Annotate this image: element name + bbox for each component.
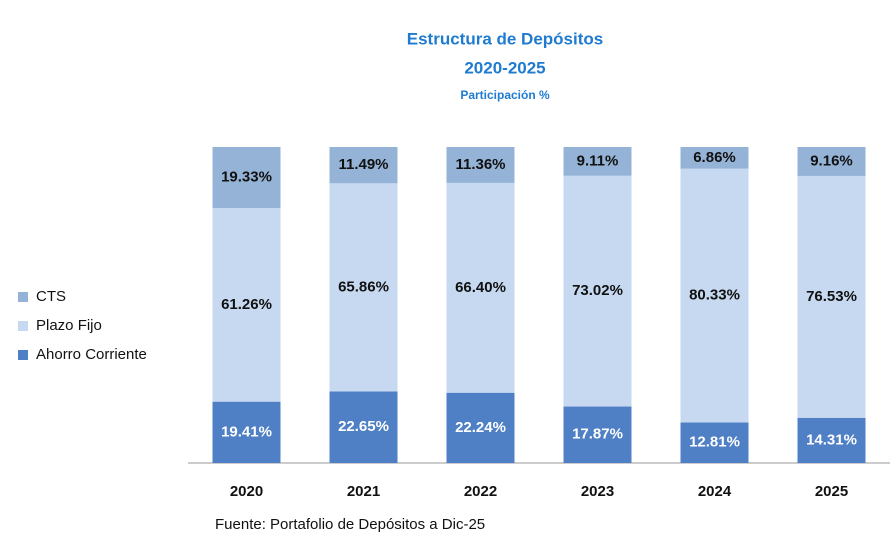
value-label: 61.26% <box>221 296 272 313</box>
x-tick-label: 2021 <box>347 483 380 500</box>
legend-label: CTS <box>36 288 66 305</box>
value-label: 12.81% <box>689 434 740 451</box>
bar-segment <box>563 147 632 176</box>
value-label: 19.33% <box>221 169 272 186</box>
bar-segment <box>329 391 398 463</box>
x-tick-label: 2020 <box>230 483 263 500</box>
value-label: 66.40% <box>455 279 506 296</box>
bar-segment <box>329 147 398 184</box>
value-label: 11.49% <box>338 156 388 173</box>
source-note: Fuente: Portafolio de Depósitos a Dic-25 <box>215 516 485 533</box>
x-tick-label: 2022 <box>464 483 497 500</box>
bar-segment <box>680 147 749 169</box>
value-label: 11.36% <box>455 156 505 173</box>
bar-segment <box>212 147 281 209</box>
x-tick-label: 2023 <box>581 483 614 500</box>
legend-swatch <box>18 350 28 360</box>
value-label: 9.11% <box>577 152 619 169</box>
chart-subtitle2: Participación % <box>460 88 550 102</box>
bar-segment <box>446 392 515 463</box>
bar-segment <box>563 406 632 463</box>
bar-segment <box>563 175 632 407</box>
bar-segment <box>446 147 515 183</box>
value-label: 65.86% <box>338 278 389 295</box>
bar-segment <box>797 417 866 463</box>
value-label: 14.31% <box>806 431 857 448</box>
chart-subtitle: 2020-2025 <box>464 58 545 77</box>
value-label: 17.87% <box>572 426 623 443</box>
bar-segment <box>797 147 866 176</box>
legend-label: Ahorro Corriente <box>36 346 147 363</box>
bar-segment <box>212 208 281 402</box>
value-label: 22.24% <box>455 419 506 436</box>
value-label: 22.65% <box>338 418 389 435</box>
chart-title: Estructura de Depósitos <box>407 29 604 48</box>
bar-segment <box>680 168 749 423</box>
value-label: 6.86% <box>693 149 736 166</box>
x-tick-label: 2024 <box>698 483 732 500</box>
value-label: 76.53% <box>806 288 857 305</box>
bar-segment <box>446 182 515 393</box>
legend-swatch <box>18 321 28 331</box>
value-label: 80.33% <box>689 287 740 304</box>
legend-swatch <box>18 292 28 302</box>
value-label: 9.16% <box>810 152 853 169</box>
bar-segment <box>212 401 281 463</box>
bar-segment <box>680 422 749 463</box>
x-tick-label: 2025 <box>815 483 848 500</box>
value-label: 19.41% <box>221 423 272 440</box>
legend-label: Plazo Fijo <box>36 317 102 334</box>
bar-segment <box>329 183 398 392</box>
value-label: 73.02% <box>572 282 623 299</box>
bar-segment <box>797 175 866 418</box>
